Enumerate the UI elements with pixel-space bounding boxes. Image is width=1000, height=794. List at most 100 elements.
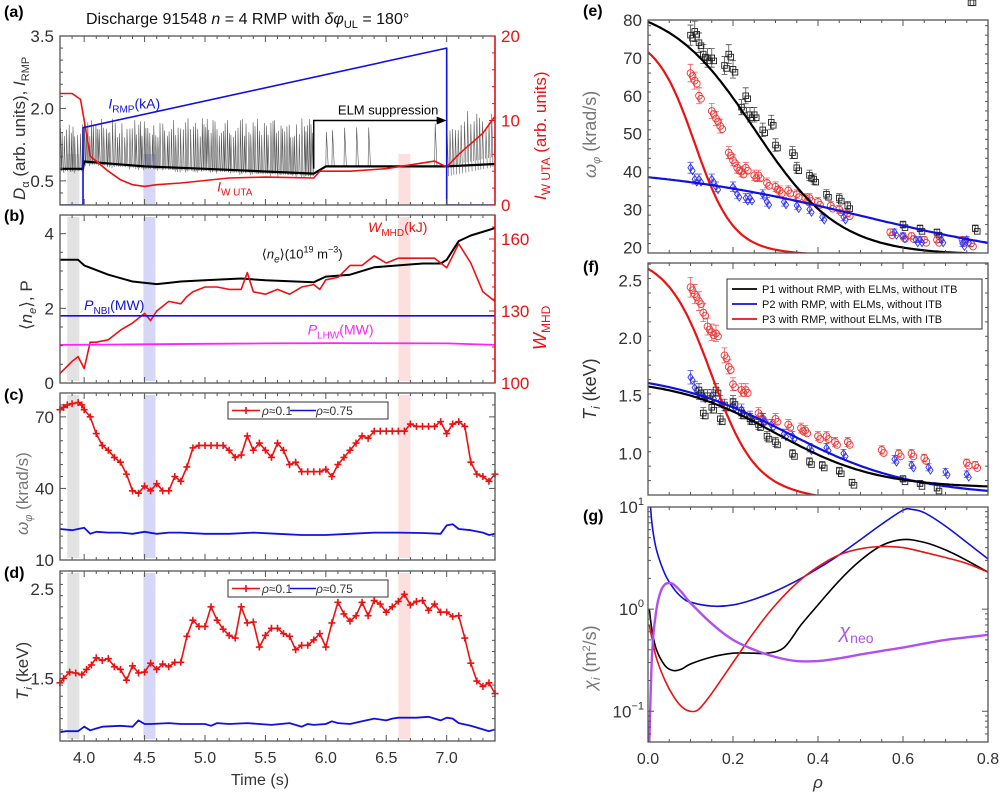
fit-line-P2: [648, 176, 988, 244]
rho01-marker: [310, 636, 318, 644]
rho01-marker: [98, 441, 106, 449]
rho01-marker: [129, 662, 136, 670]
rho01-marker: [80, 406, 88, 414]
data-point-P3: [692, 293, 701, 302]
data-point-P2: [748, 196, 756, 206]
rho01-marker: [177, 477, 185, 485]
rho01-marker: [437, 608, 445, 616]
y2-axis-label-b: WMHD: [530, 305, 553, 350]
rho01-marker: [135, 669, 143, 677]
ne-annotation: ⟨ne⟩(1019 m−3): [262, 245, 343, 266]
y-tick-label: 0.5: [30, 172, 54, 191]
data-point-P2: [689, 166, 696, 176]
y-tick-label: 40: [35, 479, 54, 498]
rho01-marker: [189, 444, 197, 452]
rho01-marker: [171, 473, 179, 480]
rho01-marker: [249, 446, 257, 454]
rho01-marker: [207, 603, 215, 611]
y-tick-label: 2.0: [618, 329, 642, 348]
data-point-P3: [756, 174, 765, 183]
rho01-marker: [92, 654, 100, 662]
rho01-marker: [274, 624, 281, 632]
y-tick-label: 101: [619, 496, 644, 517]
rho01-marker: [400, 590, 408, 598]
y-tick-label: 2: [45, 299, 54, 318]
plhw-annotation: PLHW(MW): [308, 321, 374, 341]
rho01-marker: [63, 401, 71, 409]
data-point-P2: [744, 196, 751, 206]
y-tick-label: 100: [619, 598, 644, 619]
rho01-marker: [334, 598, 342, 606]
rho01-marker: [141, 482, 149, 490]
data-point-P3: [973, 464, 982, 472]
rho01-marker: [237, 451, 245, 459]
rho01-marker: [225, 631, 233, 639]
rho01-marker: [92, 430, 100, 438]
rho01-marker: [485, 679, 493, 687]
rho01-marker: [412, 597, 420, 605]
data-point-P3: [743, 166, 752, 175]
rho01-marker: [382, 427, 390, 435]
x-tick-label: 4.0: [73, 750, 95, 767]
data-point-P2: [782, 432, 790, 442]
legend-marker-plus: [242, 585, 250, 592]
rho01-marker: [473, 677, 481, 685]
data-point-P3: [697, 94, 705, 103]
highlight-band-red: [398, 573, 411, 739]
rho01-marker: [110, 663, 118, 671]
data-point-P3: [705, 325, 714, 334]
y-tick-label: 60: [623, 87, 642, 106]
data-point-P3: [879, 449, 888, 457]
data-point-P2: [697, 177, 705, 187]
rho01-marker: [394, 427, 402, 435]
rho01-marker: [122, 470, 130, 478]
rho01-marker: [116, 665, 124, 673]
rho01-marker: [147, 659, 155, 667]
chi-line-P2: [649, 507, 988, 608]
data-point-P3: [743, 389, 752, 397]
panel-label-f: (f): [583, 259, 599, 276]
rho01-marker: [334, 461, 342, 469]
rho01-marker: [183, 463, 191, 471]
data-point-P3: [845, 441, 854, 449]
data-point-P3: [803, 429, 812, 438]
data-point-P1: [918, 483, 926, 490]
y-tick-label: 10: [35, 551, 54, 570]
rho01-marker: [122, 676, 130, 684]
legend-entry-label: P2 with RMP, with ELMs, without ITB: [762, 299, 942, 311]
rho01-marker: [231, 453, 239, 461]
chi-line-P1: [648, 538, 988, 672]
wmhd-annotation: WMHD(kJ): [368, 219, 427, 239]
data-point-P2: [961, 241, 968, 252]
rho01-marker: [467, 458, 475, 466]
data-point-P3: [718, 125, 727, 133]
x-tick-label: 4.5: [133, 750, 155, 767]
rho01-marker: [425, 422, 433, 430]
y-tick-label: 70: [35, 408, 54, 427]
rho01-marker: [382, 608, 390, 616]
data-point-P3: [773, 417, 782, 426]
rho01-marker: [322, 465, 330, 473]
rho01-marker: [129, 487, 136, 495]
y-tick-label: 50: [623, 125, 642, 144]
y-axis-label-d: Ti (keV): [13, 642, 35, 700]
chi-line-P3: [648, 545, 988, 713]
axes: [59, 19, 989, 743]
elm-suppression-arrow: [313, 119, 439, 169]
rho01-marker: [104, 655, 112, 663]
fit-line-P3: [648, 51, 816, 253]
data-point-P3: [896, 452, 905, 461]
iw-uta-line: [60, 92, 495, 188]
data-point-P2: [910, 463, 917, 473]
rho01-marker: [153, 665, 161, 673]
rho01-marker: [195, 622, 203, 630]
data-point-P1: [723, 65, 730, 72]
data-point-P1: [770, 122, 777, 129]
rho01-marker: [261, 631, 269, 639]
rho01-marker: [237, 603, 245, 611]
rho01-marker: [195, 441, 203, 449]
rho075-line: [60, 523, 495, 536]
axis-frame-e: [647, 19, 989, 254]
rho01-marker: [358, 432, 366, 440]
pnbi-annotation: PNBI(MW): [84, 297, 144, 317]
